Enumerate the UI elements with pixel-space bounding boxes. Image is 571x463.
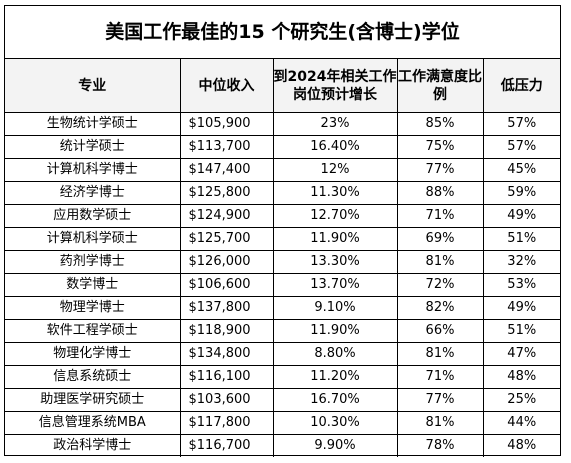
cell-job-satisfaction: 69% (396, 227, 484, 251)
table-row: 物理化学博士 $134,800 8.80% 81% 47% (5, 342, 560, 366)
column-header-job-satisfaction: 工作满意度比例 (396, 59, 484, 113)
cell-job-satisfaction: 85% (396, 112, 484, 136)
cell-job-growth: 23% (272, 112, 398, 136)
cell-median-income: $113,700 (179, 135, 274, 159)
cell-median-income: $126,000 (179, 250, 274, 274)
cell-job-growth: 11.90% (272, 319, 398, 343)
cell-median-income: $103,600 (179, 388, 274, 412)
cell-job-satisfaction: 81% (396, 411, 484, 435)
cell-major: 药剂学博士 (5, 250, 181, 274)
cell-median-income: $124,900 (179, 204, 274, 228)
cell-low-stress: 49% (482, 296, 560, 320)
cell-job-growth: 13.30% (272, 250, 398, 274)
cell-major: 生物统计学硕士 (5, 112, 181, 136)
cell-median-income: $106,600 (179, 273, 274, 297)
cell-low-stress: 51% (482, 227, 560, 251)
table-row: 生物统计学硕士 $105,900 23% 85% 57% (5, 112, 560, 136)
table-row: 助理医学研究硕士 $103,600 16.70% 77% 25% (5, 388, 560, 412)
table-row: 应用数学硕士 $124,900 12.70% 71% 49% (5, 204, 560, 228)
table-row: 药剂学博士 $126,000 13.30% 81% 32% (5, 250, 560, 274)
cell-job-growth: 12.70% (272, 204, 398, 228)
cell-job-growth: 8.80% (272, 342, 398, 366)
cell-low-stress: 25% (482, 388, 560, 412)
table-row: 信息管理系统MBA $117,800 10.30% 81% 44% (5, 411, 560, 435)
column-header-job-growth: 到2024年相关工作岗位预计增长 (272, 59, 398, 113)
cell-job-satisfaction: 81% (396, 250, 484, 274)
cell-major: 数学博士 (5, 273, 181, 297)
cell-job-satisfaction: 72% (396, 273, 484, 297)
cell-median-income: $117,800 (179, 411, 274, 435)
cell-major: 物理学博士 (5, 296, 181, 320)
cell-job-satisfaction: 66% (396, 319, 484, 343)
cell-median-income: $125,700 (179, 227, 274, 251)
cell-low-stress: 48% (482, 434, 560, 457)
cell-low-stress: 51% (482, 319, 560, 343)
cell-low-stress: 44% (482, 411, 560, 435)
table-row: 软件工程学硕士 $118,900 11.90% 66% 51% (5, 319, 560, 343)
cell-major: 计算机科学硕士 (5, 227, 181, 251)
cell-median-income: $137,800 (179, 296, 274, 320)
table-header-row: 专业 中位收入 到2024年相关工作岗位预计增长 工作满意度比例 低压力 (5, 59, 560, 113)
table-row: 物理学博士 $137,800 9.10% 82% 49% (5, 296, 560, 320)
cell-job-growth: 9.90% (272, 434, 398, 457)
table-row: 经济学博士 $125,800 11.30% 88% 59% (5, 181, 560, 205)
table-row: 信息系统硕士 $116,100 11.20% 71% 48% (5, 365, 560, 389)
cell-major: 信息系统硕士 (5, 365, 181, 389)
cell-major: 经济学博士 (5, 181, 181, 205)
cell-major: 统计学硕士 (5, 135, 181, 159)
cell-median-income: $105,900 (179, 112, 274, 136)
cell-job-growth: 11.90% (272, 227, 398, 251)
cell-low-stress: 32% (482, 250, 560, 274)
table-row: 计算机科学博士 $147,400 12% 77% 45% (5, 158, 560, 182)
cell-job-growth: 16.70% (272, 388, 398, 412)
cell-major: 信息管理系统MBA (5, 411, 181, 435)
cell-low-stress: 57% (482, 112, 560, 136)
column-header-major: 专业 (5, 59, 181, 113)
table-row: 统计学硕士 $113,700 16.40% 75% 57% (5, 135, 560, 159)
column-header-median-income: 中位收入 (179, 59, 274, 113)
cell-job-satisfaction: 78% (396, 434, 484, 457)
cell-job-growth: 12% (272, 158, 398, 182)
cell-job-satisfaction: 75% (396, 135, 484, 159)
cell-job-satisfaction: 82% (396, 296, 484, 320)
cell-low-stress: 49% (482, 204, 560, 228)
cell-job-satisfaction: 77% (396, 158, 484, 182)
cell-major: 助理医学研究硕士 (5, 388, 181, 412)
cell-low-stress: 53% (482, 273, 560, 297)
cell-job-satisfaction: 81% (396, 342, 484, 366)
cell-low-stress: 48% (482, 365, 560, 389)
cell-job-growth: 16.40% (272, 135, 398, 159)
cell-major: 物理化学博士 (5, 342, 181, 366)
cell-job-growth: 11.30% (272, 181, 398, 205)
degree-table: 专业 中位收入 到2024年相关工作岗位预计增长 工作满意度比例 低压力 生物统… (5, 59, 560, 457)
cell-low-stress: 47% (482, 342, 560, 366)
cell-job-satisfaction: 71% (396, 365, 484, 389)
cell-median-income: $134,800 (179, 342, 274, 366)
cell-job-growth: 9.10% (272, 296, 398, 320)
cell-median-income: $116,700 (179, 434, 274, 457)
cell-major: 应用数学硕士 (5, 204, 181, 228)
cell-median-income: $118,900 (179, 319, 274, 343)
cell-low-stress: 57% (482, 135, 560, 159)
degree-table-sheet: 美国工作最佳的15 个研究生(含博士)学位 专业 中位收入 到2024年相关工作… (4, 5, 561, 457)
cell-job-satisfaction: 77% (396, 388, 484, 412)
cell-job-satisfaction: 71% (396, 204, 484, 228)
table-row: 数学博士 $106,600 13.70% 72% 53% (5, 273, 560, 297)
cell-job-growth: 10.30% (272, 411, 398, 435)
table-title: 美国工作最佳的15 个研究生(含博士)学位 (5, 6, 560, 59)
column-header-low-stress: 低压力 (482, 59, 560, 113)
cell-job-growth: 13.70% (272, 273, 398, 297)
cell-low-stress: 59% (482, 181, 560, 205)
cell-median-income: $116,100 (179, 365, 274, 389)
cell-major: 软件工程学硕士 (5, 319, 181, 343)
cell-job-satisfaction: 88% (396, 181, 484, 205)
cell-median-income: $125,800 (179, 181, 274, 205)
cell-major: 计算机科学博士 (5, 158, 181, 182)
cell-job-growth: 11.20% (272, 365, 398, 389)
table-row: 政治科学博士 $116,700 9.90% 78% 48% (5, 434, 560, 457)
cell-median-income: $147,400 (179, 158, 274, 182)
cell-major: 政治科学博士 (5, 434, 181, 457)
cell-low-stress: 45% (482, 158, 560, 182)
table-row: 计算机科学硕士 $125,700 11.90% 69% 51% (5, 227, 560, 251)
